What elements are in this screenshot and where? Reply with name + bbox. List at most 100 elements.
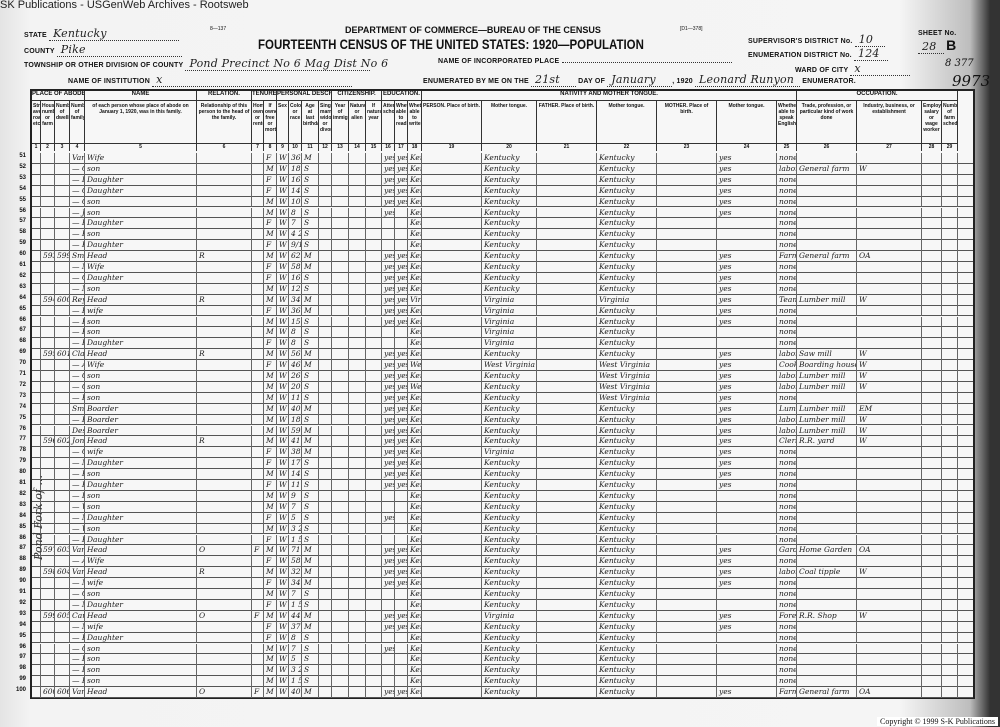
cell — [942, 589, 958, 600]
cell — [657, 272, 717, 284]
cell — [332, 578, 349, 589]
cell — [197, 360, 252, 371]
cell: M — [302, 294, 319, 306]
cell — [366, 153, 382, 164]
cell: — Edward — [70, 654, 85, 666]
cell — [537, 381, 597, 393]
cell — [197, 262, 252, 273]
column-number: 3 — [55, 143, 69, 151]
cell — [252, 294, 264, 306]
cell — [41, 654, 55, 666]
cell: M — [302, 349, 319, 361]
cell: M — [264, 207, 277, 219]
cell: Kentucky — [408, 163, 422, 175]
cell — [319, 469, 332, 480]
cell: M — [264, 403, 277, 415]
cell: W — [277, 512, 289, 524]
cell: — Mona — [70, 512, 85, 524]
cell: Wife — [85, 153, 197, 164]
cell: W — [277, 632, 289, 644]
cell: 32 — [291, 567, 302, 579]
cell — [349, 381, 366, 393]
line-number: 80 — [19, 469, 26, 476]
cell — [537, 185, 597, 197]
table-row: — ClydesonMW10SyesyesKentuckyKentuckyKen… — [32, 196, 973, 208]
column-number: 27 — [857, 143, 921, 151]
cell: Kentucky — [482, 403, 537, 415]
cell: yes — [382, 480, 395, 491]
cell: laborer — [779, 414, 797, 426]
cell: W — [277, 316, 289, 328]
cell: Kentucky — [408, 229, 422, 241]
incorporated-value — [561, 62, 732, 63]
cell — [349, 316, 366, 328]
cell: son — [85, 523, 197, 535]
cell: F — [264, 578, 277, 589]
cell: M — [264, 490, 277, 502]
cell: none — [779, 632, 797, 644]
cell: S — [302, 458, 319, 470]
cell — [32, 578, 41, 589]
cell — [382, 490, 395, 502]
cell: Foreman — [779, 610, 797, 622]
cell — [252, 458, 264, 470]
cell — [942, 447, 958, 459]
cell: Kentucky — [597, 480, 657, 491]
cell: — Pearl — [70, 305, 85, 317]
cell — [657, 501, 717, 513]
cell — [717, 643, 777, 655]
cell — [252, 512, 264, 524]
cell — [717, 665, 777, 677]
cell: none — [779, 240, 797, 252]
cell — [537, 207, 597, 219]
cell: yes — [382, 316, 395, 328]
cell — [657, 371, 717, 382]
cell — [942, 414, 958, 426]
cell: Kentucky — [408, 251, 422, 262]
cell: — Walker — [70, 523, 85, 535]
cell — [922, 501, 942, 513]
cell: M — [264, 316, 277, 328]
cell: M — [302, 360, 319, 371]
cell: Teamster — [777, 294, 797, 306]
cell: M — [302, 436, 319, 448]
institution-label: NAME OF INSTITUTION — [68, 78, 150, 85]
cell: Kentucky — [482, 578, 537, 589]
cell — [922, 621, 942, 633]
cell — [382, 338, 395, 350]
cell — [422, 665, 482, 677]
cell — [942, 545, 958, 557]
cell — [349, 174, 366, 186]
line-number: 76 — [19, 425, 26, 432]
cell — [942, 425, 958, 437]
cell: none — [779, 578, 797, 589]
cell — [55, 654, 70, 666]
cell: yes — [395, 403, 408, 415]
cell — [252, 643, 264, 655]
cell: Daughter — [85, 185, 197, 197]
cell — [857, 523, 922, 535]
cell — [41, 185, 55, 197]
cell — [922, 218, 942, 230]
cell — [422, 338, 482, 350]
cell: W — [277, 490, 289, 502]
cell: son — [85, 371, 197, 382]
cell: F — [264, 218, 277, 230]
cell: 20 — [291, 381, 302, 393]
cell: yes — [382, 469, 395, 480]
cell — [857, 283, 922, 295]
cell: S — [302, 207, 319, 219]
cell — [349, 480, 366, 491]
ed-label: ENUMERATION DISTRICT No. — [748, 52, 852, 59]
cell — [197, 283, 252, 295]
cell — [657, 632, 717, 644]
cell — [197, 174, 252, 186]
cell: 8 — [289, 338, 302, 350]
cell: Kentucky — [482, 185, 537, 197]
cell: none — [779, 469, 797, 480]
cell — [349, 229, 366, 241]
cell — [349, 665, 366, 677]
cell — [197, 338, 252, 350]
cell — [857, 338, 922, 350]
cell — [366, 556, 382, 568]
